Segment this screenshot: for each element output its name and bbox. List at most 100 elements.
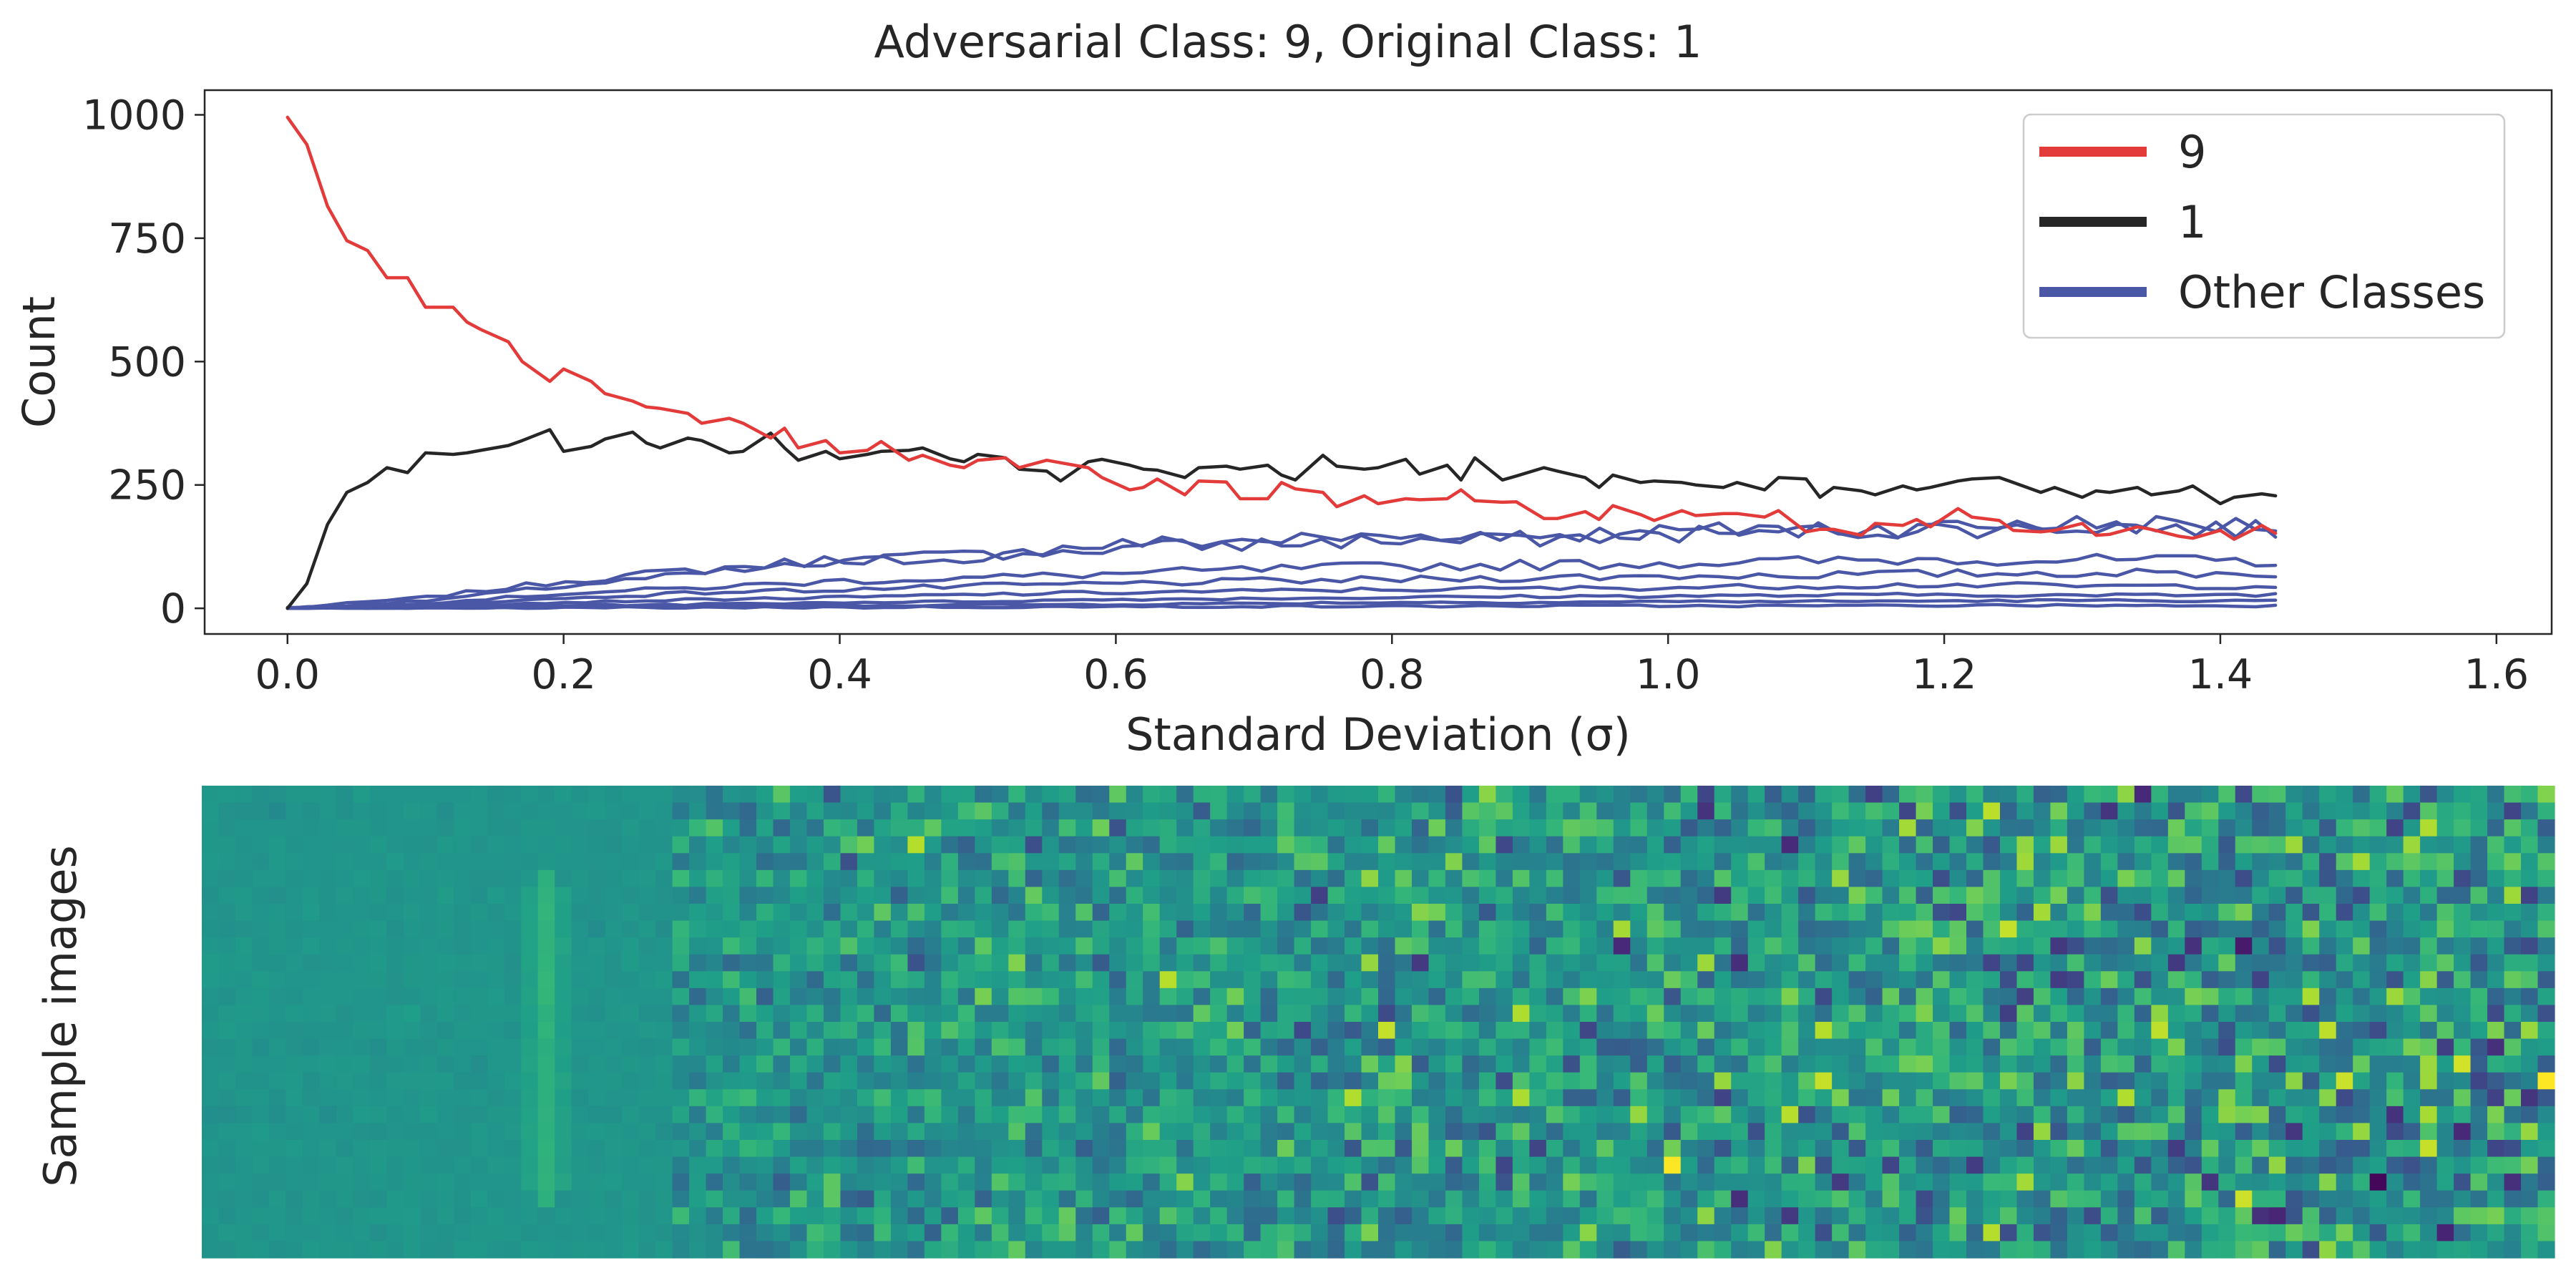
pixel [907,802,925,820]
pixel [2016,1123,2034,1141]
pixel [2033,869,2051,888]
pixel [638,1224,656,1242]
pixel [840,1190,858,1208]
pixel [487,920,505,938]
pixel [1832,1089,1850,1107]
pixel [555,869,572,888]
pixel [487,987,505,1006]
pixel [2050,1055,2068,1073]
pixel [2369,1022,2387,1040]
pixel [1260,1207,1278,1225]
pixel [1411,802,1430,820]
pixel [353,1005,371,1023]
pixel [1546,1055,1563,1073]
pixel [2084,954,2102,972]
pixel [1008,1055,1026,1073]
pixel [537,1140,555,1158]
pixel [773,954,791,972]
pixel [521,1005,539,1023]
pixel [2185,1156,2202,1174]
pixel [2487,954,2505,972]
pixel [1395,1241,1413,1259]
pixel [1411,1156,1430,1174]
pixel [1496,1123,1513,1141]
pixel [2285,954,2303,972]
pixel [638,1207,656,1225]
pixel [436,1022,454,1040]
pixel [1193,937,1211,955]
pixel [1277,1224,1295,1242]
pixel [806,971,824,989]
pixel [202,1241,220,1259]
pixel [470,1207,488,1225]
pixel [1445,971,1463,989]
pixel [1361,1038,1379,1056]
pixel [336,904,353,922]
pixel [1277,1072,1295,1090]
pixel [302,1156,320,1174]
pixel [991,802,1009,820]
pixel [1327,920,1345,938]
pixel [1680,802,1698,820]
pixel [2235,971,2253,989]
pixel [1916,987,1933,1006]
pixel [504,987,522,1006]
pixel [1613,1022,1631,1040]
pixel [773,786,791,804]
pixel [286,786,303,804]
pixel [1361,1207,1379,1225]
pixel [2420,869,2438,888]
pixel [2218,1174,2236,1191]
pixel [975,1207,992,1225]
pixel [773,1005,791,1023]
pixel [1025,937,1043,955]
pixel [1345,971,1362,989]
pixel [436,869,454,888]
pixel [1765,1022,1782,1040]
pixel [1529,954,1547,972]
pixel [1143,1038,1161,1056]
pixel [1176,920,1194,938]
pixel [386,937,404,955]
pixel [2504,1038,2522,1056]
pixel [1445,1190,1463,1208]
pixel [1916,1055,1933,1073]
pixel [1327,937,1345,955]
pixel [336,1005,353,1023]
pixel [2252,1241,2270,1259]
pixel [941,1038,959,1056]
series-line-other-classes [286,519,2278,610]
pixel [1478,887,1496,904]
pixel [1462,1072,1480,1090]
x-tick-label: 0.4 [807,651,872,698]
pixel [286,869,303,888]
pixel [823,1072,841,1090]
pixel [655,1156,673,1174]
pixel [2504,819,2522,837]
pixel [638,1123,656,1141]
pixel [1008,937,1026,955]
pixel [436,786,454,804]
pixel [2454,1140,2472,1158]
pixel [823,1106,841,1124]
pixel [235,836,253,854]
pixel [2050,802,2068,820]
pixel [890,1038,908,1056]
pixel [1899,1224,1917,1242]
pixel [1092,1156,1110,1174]
pixel [1949,1055,1967,1073]
pixel [605,1241,623,1259]
pixel [2504,954,2522,972]
pixel [2016,836,2034,854]
pixel [1294,1174,1312,1191]
pixel [470,1140,488,1158]
pixel [605,1089,623,1107]
pixel [1075,819,1093,837]
pixel [1882,904,1900,922]
pixel [2336,869,2353,888]
pixel [252,1072,270,1090]
pixel [2268,937,2286,955]
pixel [2117,1022,2135,1040]
pixel [2420,1241,2438,1259]
pixel [957,786,975,804]
